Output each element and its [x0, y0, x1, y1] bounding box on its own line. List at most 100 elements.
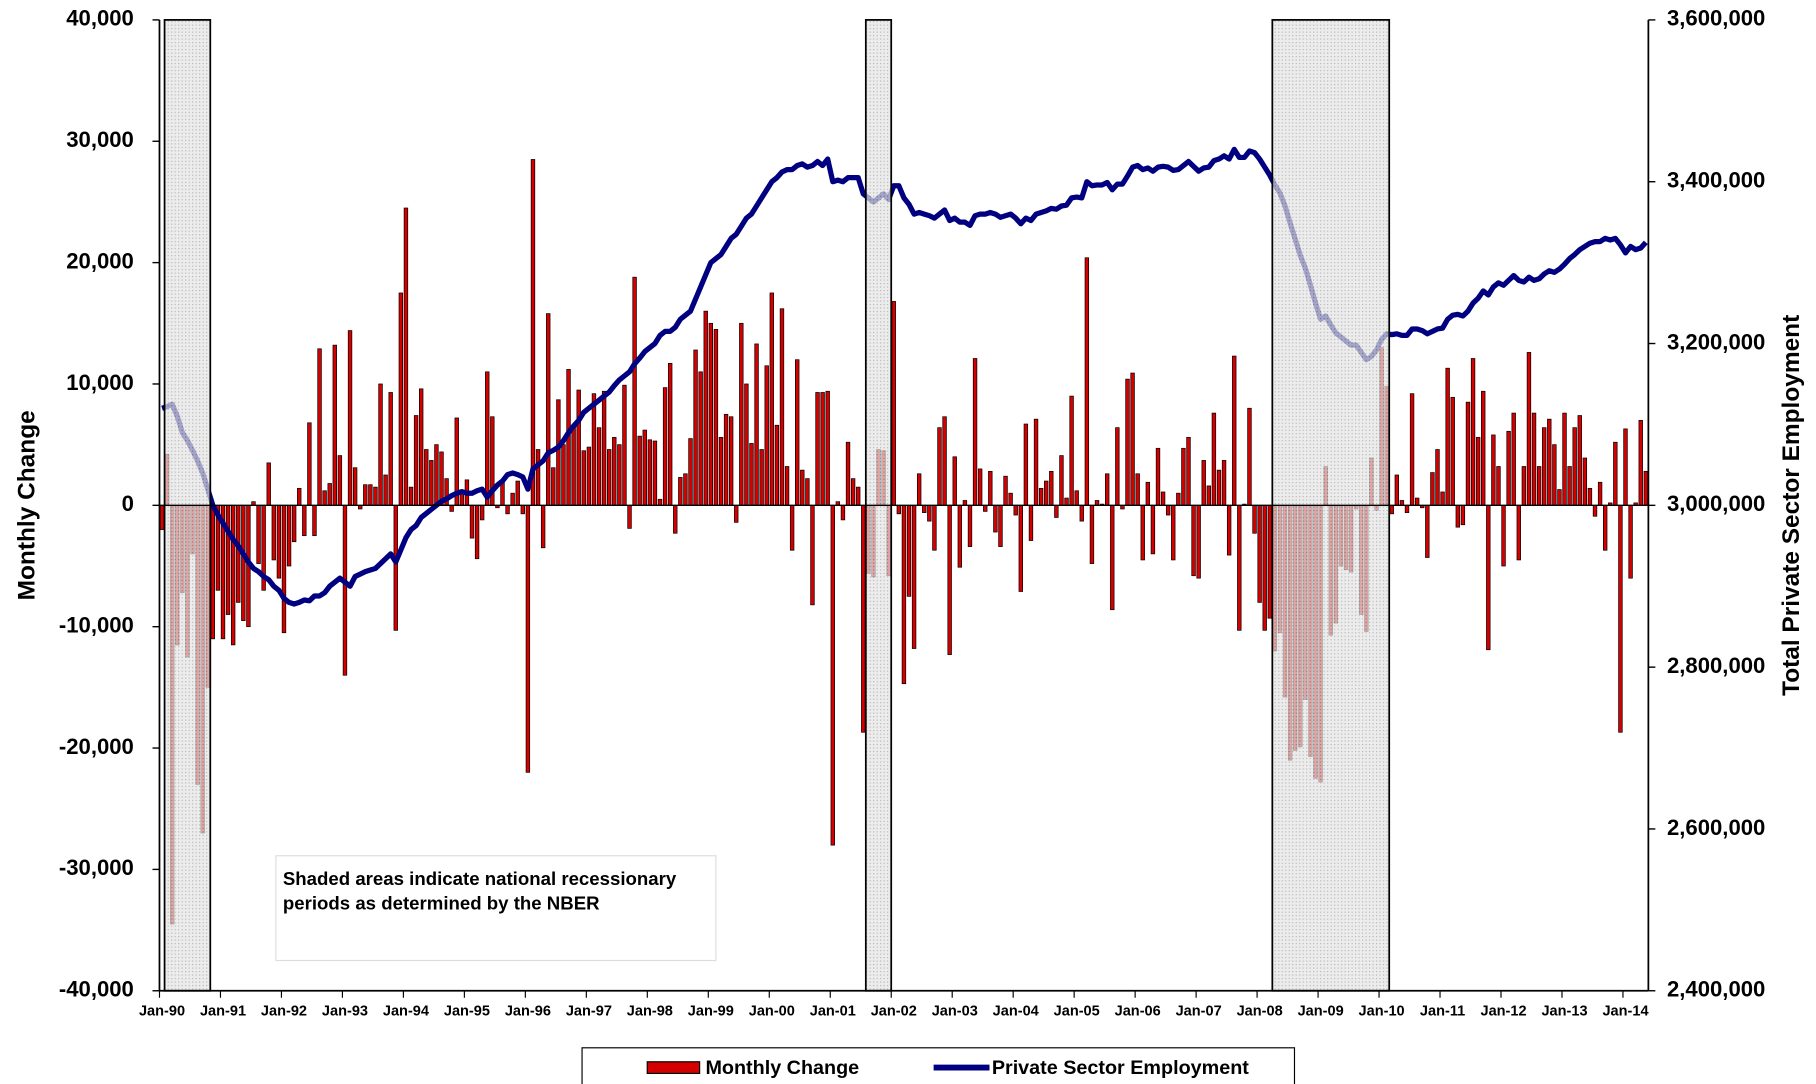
bar: [942, 416, 947, 506]
bar: [1572, 427, 1577, 506]
bar: [525, 504, 531, 773]
bar: [439, 451, 444, 506]
bar: [1160, 491, 1166, 506]
bar: [1521, 466, 1527, 506]
bar: [408, 486, 414, 506]
bar: [1582, 457, 1588, 506]
bar: [429, 460, 434, 506]
bar: [1470, 358, 1476, 506]
y2-tick-label: 3,600,000: [1667, 6, 1765, 31]
bar: [1628, 504, 1633, 579]
bar: [993, 504, 998, 533]
bar: [520, 504, 525, 515]
bar: [1232, 355, 1237, 506]
bar: [1140, 504, 1145, 561]
bar: [1481, 390, 1486, 506]
y2-tick-label: 2,800,000: [1667, 653, 1765, 678]
bar: [1252, 504, 1257, 534]
bar: [383, 474, 388, 506]
legend-label: Monthly Change: [705, 1057, 859, 1079]
bar: [1054, 504, 1059, 518]
bar: [551, 467, 556, 506]
bar: [266, 462, 271, 506]
bar: [352, 467, 358, 506]
bar: [667, 362, 673, 506]
bar: [911, 504, 917, 649]
bar: [1445, 367, 1450, 506]
bar: [607, 449, 612, 506]
y-tick-label: -30,000: [59, 855, 134, 880]
bar: [485, 371, 490, 506]
annotation-text: Shaded areas indicate national recession…: [282, 869, 677, 914]
bar: [1008, 492, 1013, 506]
x-tick-label: Jan-96: [505, 1004, 551, 1020]
bar: [596, 427, 602, 506]
bar: [322, 490, 327, 506]
bar: [479, 504, 485, 521]
x-tick-label: Jan-14: [1602, 1004, 1649, 1020]
bar: [1018, 504, 1023, 592]
bar: [977, 468, 983, 506]
bar: [312, 504, 317, 537]
bar: [1206, 485, 1211, 506]
bar: [586, 446, 592, 506]
bar: [1013, 504, 1018, 516]
bar: [1592, 504, 1598, 517]
bar: [952, 456, 957, 506]
bar: [601, 390, 607, 506]
x-tick-label: Jan-09: [1298, 1004, 1344, 1020]
bar: [1171, 504, 1176, 561]
bar: [307, 422, 312, 506]
bar: [1003, 475, 1008, 506]
bar: [515, 480, 520, 506]
bar: [1577, 415, 1582, 506]
bar: [449, 504, 454, 512]
bar: [1165, 504, 1171, 516]
bar: [642, 429, 647, 506]
bar: [932, 504, 937, 551]
bar: [591, 393, 597, 506]
bar: [378, 383, 383, 506]
bar: [1135, 473, 1140, 506]
bar: [373, 486, 378, 506]
bar: [1226, 504, 1232, 556]
legend-swatch: [646, 1061, 701, 1074]
bar: [678, 477, 683, 506]
bar: [210, 504, 216, 640]
x-tick-label: Jan-12: [1480, 1004, 1526, 1020]
bar: [1455, 504, 1460, 528]
bar: [861, 504, 866, 733]
bar: [1023, 423, 1029, 506]
bar: [1506, 430, 1511, 506]
bar: [891, 301, 896, 506]
bar: [998, 504, 1003, 547]
bar: [713, 329, 719, 506]
annotation: Shaded areas indicate national recession…: [282, 869, 677, 914]
bar: [1511, 412, 1516, 506]
y-tick-label: -10,000: [59, 613, 134, 638]
bar: [241, 504, 246, 621]
bar: [1440, 491, 1445, 506]
bar: [850, 478, 856, 506]
x-tick-label: Jan-97: [566, 1004, 612, 1020]
y2-tick-label: 2,600,000: [1667, 815, 1765, 840]
x-tick-label: Jan-98: [627, 1004, 673, 1020]
bar: [1450, 396, 1455, 506]
bar: [754, 343, 759, 506]
bar: [159, 504, 165, 530]
bar: [342, 504, 348, 676]
bar: [347, 330, 353, 506]
bar: [530, 159, 536, 506]
bar: [1044, 480, 1049, 506]
x-tick-label: Jan-10: [1359, 1004, 1405, 1020]
bar: [703, 310, 708, 506]
bar: [988, 471, 993, 506]
y-tick-label: 40,000: [66, 6, 134, 31]
bar: [657, 498, 663, 506]
bar: [820, 392, 825, 506]
y2-axis-title: Total Private Sector Employment: [1778, 315, 1805, 696]
bar: [795, 359, 800, 506]
y-tick-label: 10,000: [66, 370, 134, 395]
x-tick-label: Jan-06: [1115, 1004, 1161, 1020]
bar: [1028, 504, 1034, 541]
